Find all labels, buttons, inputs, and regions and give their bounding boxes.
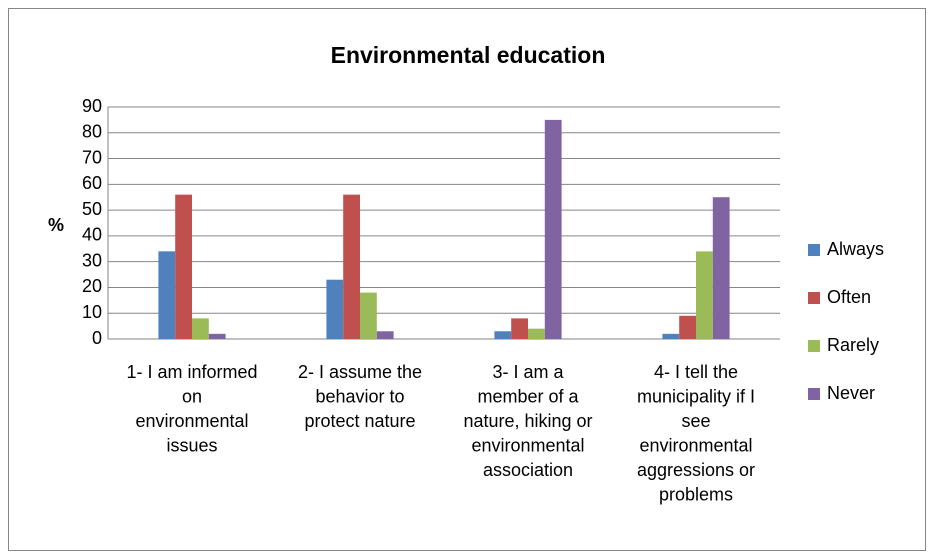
y-tick-label: 30 xyxy=(82,250,102,270)
y-tick-label: 50 xyxy=(82,199,102,219)
bar xyxy=(662,333,680,339)
x-tick-label-line: environmental xyxy=(135,411,248,431)
chart-border xyxy=(8,8,926,551)
bar xyxy=(696,251,713,339)
y-tick-label: 40 xyxy=(82,225,102,245)
y-tick-label: 80 xyxy=(82,122,102,142)
y-tick-label: 20 xyxy=(82,276,102,296)
x-tick-label-line: problems xyxy=(659,484,733,504)
x-tick-label: 2- I assume the behavior to protect nature xyxy=(298,362,422,431)
bar xyxy=(544,119,562,339)
y-tick-label: 60 xyxy=(82,173,102,193)
x-tick-label-line: aggressions or xyxy=(637,460,755,480)
bar xyxy=(360,292,377,339)
x-tick-label-line: on xyxy=(182,386,202,406)
x-tick-label-line: nature, hiking or xyxy=(463,411,592,431)
x-tick-label-line: member of a xyxy=(477,386,579,406)
bar xyxy=(208,333,226,339)
y-tick-label: 0 xyxy=(92,328,102,348)
x-tick-label-line: protect nature xyxy=(304,411,415,431)
bar xyxy=(712,197,730,339)
legend-label: Never xyxy=(827,383,875,403)
bar xyxy=(192,318,209,339)
x-tick-label: 4- I tell the municipality if I see environ… xyxy=(637,362,755,505)
x-tick-label: 1- I am informed on environmental issues xyxy=(126,362,257,456)
x-tick-label-line: environmental xyxy=(639,435,752,455)
x-tick-label-line: municipality if I xyxy=(637,386,755,406)
bar xyxy=(511,318,528,339)
bar xyxy=(528,328,545,339)
x-tick-label-line: 2- I assume the xyxy=(298,362,422,382)
x-tick-label-line: behavior to xyxy=(315,386,404,406)
legend-label: Always xyxy=(827,239,884,259)
x-tick-label-line: see xyxy=(681,411,710,431)
y-axis-label: % xyxy=(48,215,64,235)
legend-swatch xyxy=(808,340,820,352)
y-tick-label: 70 xyxy=(82,147,102,167)
bar xyxy=(376,331,394,339)
legend-label: Often xyxy=(827,287,871,307)
x-tick-label-line: environmental xyxy=(471,435,584,455)
legend-swatch xyxy=(808,244,820,256)
x-tick-label-line: 4- I tell the xyxy=(654,362,738,382)
bar xyxy=(679,315,696,339)
bar xyxy=(158,251,176,339)
x-tick-label-line: 3- I am a xyxy=(492,362,564,382)
x-tick-label-line: 1- I am informed xyxy=(126,362,257,382)
chart-title: Environmental education xyxy=(331,42,606,68)
legend-swatch xyxy=(808,388,820,400)
bar xyxy=(343,194,360,339)
bar xyxy=(175,194,192,339)
y-tick-label: 90 xyxy=(82,96,102,116)
legend-label: Rarely xyxy=(827,335,879,355)
x-tick-label-line: issues xyxy=(166,435,217,455)
bar xyxy=(326,279,344,339)
x-tick-label: 3- I am a member of a nature, hiking or env… xyxy=(463,362,592,480)
x-tick-label-line: association xyxy=(483,460,573,480)
bar xyxy=(494,331,512,339)
legend-swatch xyxy=(808,292,820,304)
y-tick-label: 10 xyxy=(82,302,102,322)
